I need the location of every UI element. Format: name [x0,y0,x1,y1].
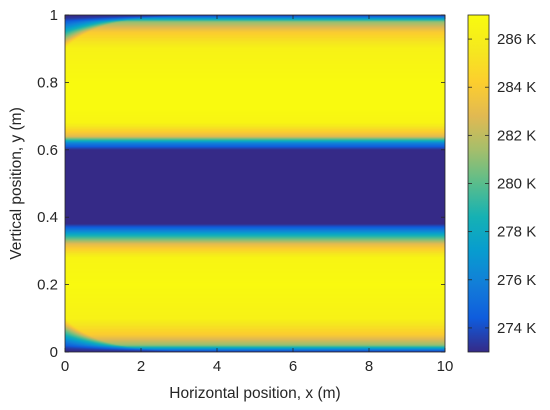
x-axis-label: Horizontal position, x (m) [169,385,340,402]
heatmap-image [65,15,445,352]
colorbar-tick-label: 282 K [497,127,536,144]
plot-frame [64,14,446,353]
y-tick-label: 1 [50,7,58,24]
colorbar-tick-label: 274 K [497,320,536,337]
x-tick-label: 8 [365,358,373,375]
y-axis-ticks: 0 0.2 0.4 0.6 0.8 1 [37,7,445,361]
y-axis-label: Vertical position, y (m) [8,107,25,259]
colorbar-tick-label: 284 K [497,79,536,96]
y-tick-label: 0.2 [37,277,58,294]
x-tick-label: 6 [289,358,297,375]
y-tick-label: 0.6 [37,142,58,159]
colorbar-tick-label: 276 K [497,272,536,289]
x-tick-label: 4 [213,358,221,375]
x-tick-label: 10 [437,358,454,375]
y-tick-label: 0.8 [37,74,58,91]
x-tick-label: 2 [137,358,145,375]
y-tick-label: 0.4 [37,209,58,226]
colorbar-tick-label: 280 K [497,176,536,193]
colorbar-tick-label: 278 K [497,224,536,241]
colorbar-ticks: 274 K 276 K 278 K 280 K 282 K 284 K 286 K [468,31,536,337]
colorbar-tick-label: 286 K [497,31,536,48]
colorbar [468,15,489,352]
heatmap [65,15,445,352]
x-tick-label: 0 [61,358,69,375]
x-axis-ticks: 0 2 4 6 8 10 [61,15,454,375]
y-tick-label: 0 [50,344,58,361]
